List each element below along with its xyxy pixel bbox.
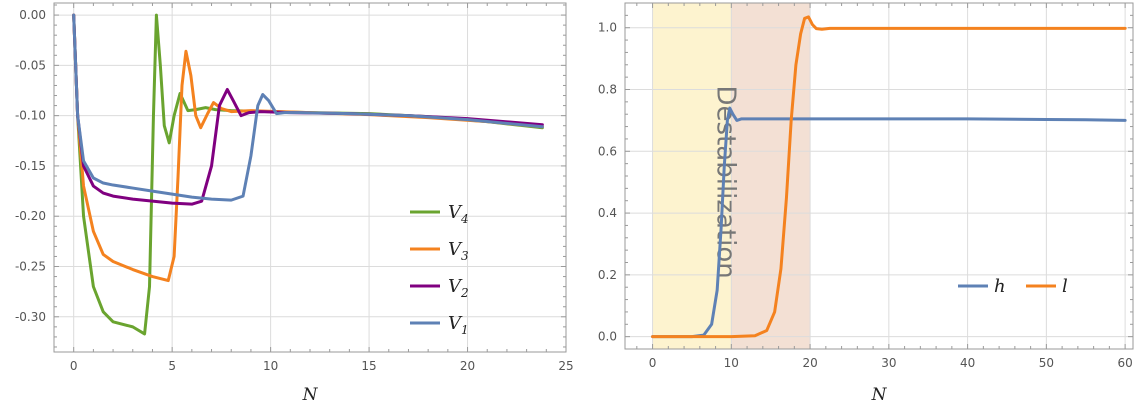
legend-label-h: h — [994, 276, 1006, 297]
left-series-lines — [72, 13, 544, 336]
x-tick-label: 5 — [168, 359, 176, 373]
y-tick-label: 0.0 — [598, 330, 617, 344]
y-tick-label: 0.2 — [598, 268, 617, 282]
x-tick-label: 10 — [724, 356, 739, 370]
y-tick-label: 0.00 — [19, 8, 46, 22]
y-tick-label: -0.30 — [15, 310, 46, 324]
series-line-h — [651, 106, 1127, 339]
series-line-l — [651, 15, 1127, 339]
right-tick-labels: 0 10 20 30 40 50 60 0.0 0.2 0.4 0.6 0.8 1.0 — [598, 21, 1133, 370]
left-chart-panel: 0 5 10 15 20 25 0.00 -0.05 -0.10 -0.15 -0.20 -0.25 -… — [15, 2, 574, 405]
series-line-V3 — [72, 13, 544, 283]
y-tick-label: -0.25 — [15, 260, 46, 274]
x-tick-label: 15 — [361, 359, 376, 373]
x-tick-label: 20 — [460, 359, 475, 373]
x-tick-label: 0 — [70, 359, 78, 373]
x-tick-label: 10 — [263, 359, 278, 373]
x-tick-label: 40 — [960, 356, 975, 370]
plot-border — [53, 2, 567, 353]
left-grid — [54, 3, 567, 352]
x-tick-label: 25 — [558, 359, 573, 373]
x-tick-label: 30 — [881, 356, 896, 370]
legend-label-V4: V4 — [448, 202, 469, 226]
x-tick-label: 60 — [1117, 356, 1132, 370]
y-tick-label: -0.20 — [15, 209, 46, 223]
x-tick-label: 50 — [1039, 356, 1054, 370]
legend-label-V3: V3 — [448, 239, 469, 263]
right-plot-frame — [624, 2, 1134, 350]
destabilization-annotation: Destabilization — [710, 86, 740, 279]
y-tick-label: 0.6 — [598, 144, 617, 158]
right-chart-panel: Destabilization 0 10 20 30 40 50 60 0.0 0.2 0.4 0.… — [598, 2, 1134, 405]
legend-label-V1: V1 — [448, 313, 469, 337]
series-line-V4 — [72, 13, 544, 336]
y-tick-label: -0.15 — [15, 159, 46, 173]
left-x-axis-label: N — [302, 385, 319, 405]
series-line-V1 — [72, 13, 544, 202]
y-tick-label: 0.4 — [598, 206, 617, 220]
left-tick-labels: 0 5 10 15 20 25 0.00 -0.05 -0.10 -0.15 -0.20 -0.25 -… — [15, 8, 574, 373]
left-legend: V4 V3 V2 V1 — [410, 202, 469, 337]
right-series-lines — [651, 15, 1127, 339]
y-tick-label: -0.10 — [15, 109, 46, 123]
legend-label-l: l — [1062, 276, 1068, 297]
right-x-axis-label: N — [871, 385, 888, 405]
series-line-V2 — [72, 13, 544, 206]
x-tick-label: 20 — [802, 356, 817, 370]
y-tick-label: 1.0 — [598, 21, 617, 35]
x-tick-label: 0 — [649, 356, 657, 370]
y-tick-label: 0.8 — [598, 83, 617, 97]
legend-label-V2: V2 — [448, 276, 469, 300]
y-tick-label: -0.05 — [15, 58, 46, 72]
left-plot-frame — [53, 2, 567, 353]
